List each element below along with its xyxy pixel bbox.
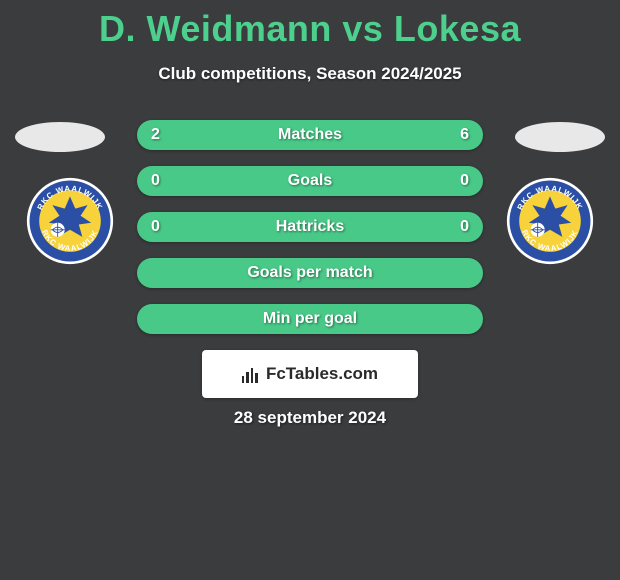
stat-right-value: 0 bbox=[449, 172, 469, 190]
chart-icon bbox=[242, 365, 260, 383]
stat-row-matches: 2 Matches 6 bbox=[137, 120, 483, 150]
stat-right-value: 6 bbox=[449, 126, 469, 144]
attribution-badge: FcTables.com bbox=[202, 350, 418, 398]
stat-label: Min per goal bbox=[171, 310, 449, 328]
stat-left-value: 0 bbox=[151, 172, 171, 190]
stat-label: Hattricks bbox=[171, 218, 449, 236]
club-badge-right: RKC WAALWIJK RKC WAALWIJK bbox=[506, 177, 594, 265]
player-right-avatar bbox=[515, 122, 605, 152]
stat-row-hattricks: 0 Hattricks 0 bbox=[137, 212, 483, 242]
stats-container: 2 Matches 6 0 Goals 0 0 Hattricks 0 Goal… bbox=[137, 120, 483, 334]
stat-row-goals-per-match: Goals per match bbox=[137, 258, 483, 288]
stat-row-min-per-goal: Min per goal bbox=[137, 304, 483, 334]
stat-row-goals: 0 Goals 0 bbox=[137, 166, 483, 196]
rkc-waalwijk-crest-icon: RKC WAALWIJK RKC WAALWIJK bbox=[26, 177, 114, 265]
club-badge-left: RKC WAALWIJK RKC WAALWIJK bbox=[26, 177, 114, 265]
stat-label: Matches bbox=[171, 126, 449, 144]
stat-left-value: 0 bbox=[151, 218, 171, 236]
stat-label: Goals per match bbox=[171, 264, 449, 282]
subtitle: Club competitions, Season 2024/2025 bbox=[0, 64, 620, 84]
stat-right-value: 0 bbox=[449, 218, 469, 236]
player-left-avatar bbox=[15, 122, 105, 152]
stat-label: Goals bbox=[171, 172, 449, 190]
attribution-text: FcTables.com bbox=[266, 364, 378, 384]
rkc-waalwijk-crest-icon: RKC WAALWIJK RKC WAALWIJK bbox=[506, 177, 594, 265]
stat-left-value: 2 bbox=[151, 126, 171, 144]
page-title: D. Weidmann vs Lokesa bbox=[0, 0, 620, 50]
date-text: 28 september 2024 bbox=[234, 408, 386, 428]
